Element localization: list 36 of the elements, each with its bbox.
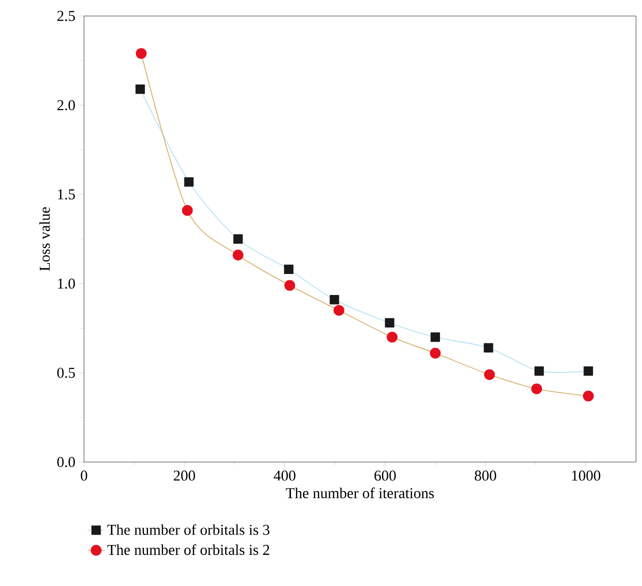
x-tick-label: 800 [474,470,496,481]
y-tick-label: 2.5 [57,10,75,22]
y-tick-label: 0.0 [57,456,75,468]
point [582,390,594,402]
x-tick-label: 0 [80,470,88,481]
point [284,264,294,274]
point [184,177,194,187]
point [430,348,441,359]
point [182,205,193,216]
point [233,234,243,244]
x-tick-label: 600 [374,470,396,481]
point [136,48,147,59]
point [534,366,544,376]
x-tick-label: 1000 [572,470,600,481]
point [136,84,145,94]
point [484,369,495,380]
point [334,304,344,316]
point [284,280,296,291]
point [584,366,594,376]
point [330,294,340,304]
point [531,383,542,394]
point [430,332,440,342]
x-tick-label: 200 [174,470,196,481]
point [484,343,494,353]
legend-label: The number of orbitals is 2 [107,544,270,555]
y-tick-label: 0.5 [57,368,75,378]
y-axis-title: Loss value [39,207,50,271]
point [232,250,244,260]
x-axis-title: The number of iterations [286,488,434,498]
point [386,332,398,343]
y-tick-label: 2.0 [57,100,75,110]
y-tick-label: 1.5 [58,189,75,200]
y-tick-label: 1.0 [58,278,75,289]
x-tick-label: 400 [274,470,296,481]
point [384,318,394,328]
legend-label: The number of orbitals is 3 [107,524,270,535]
